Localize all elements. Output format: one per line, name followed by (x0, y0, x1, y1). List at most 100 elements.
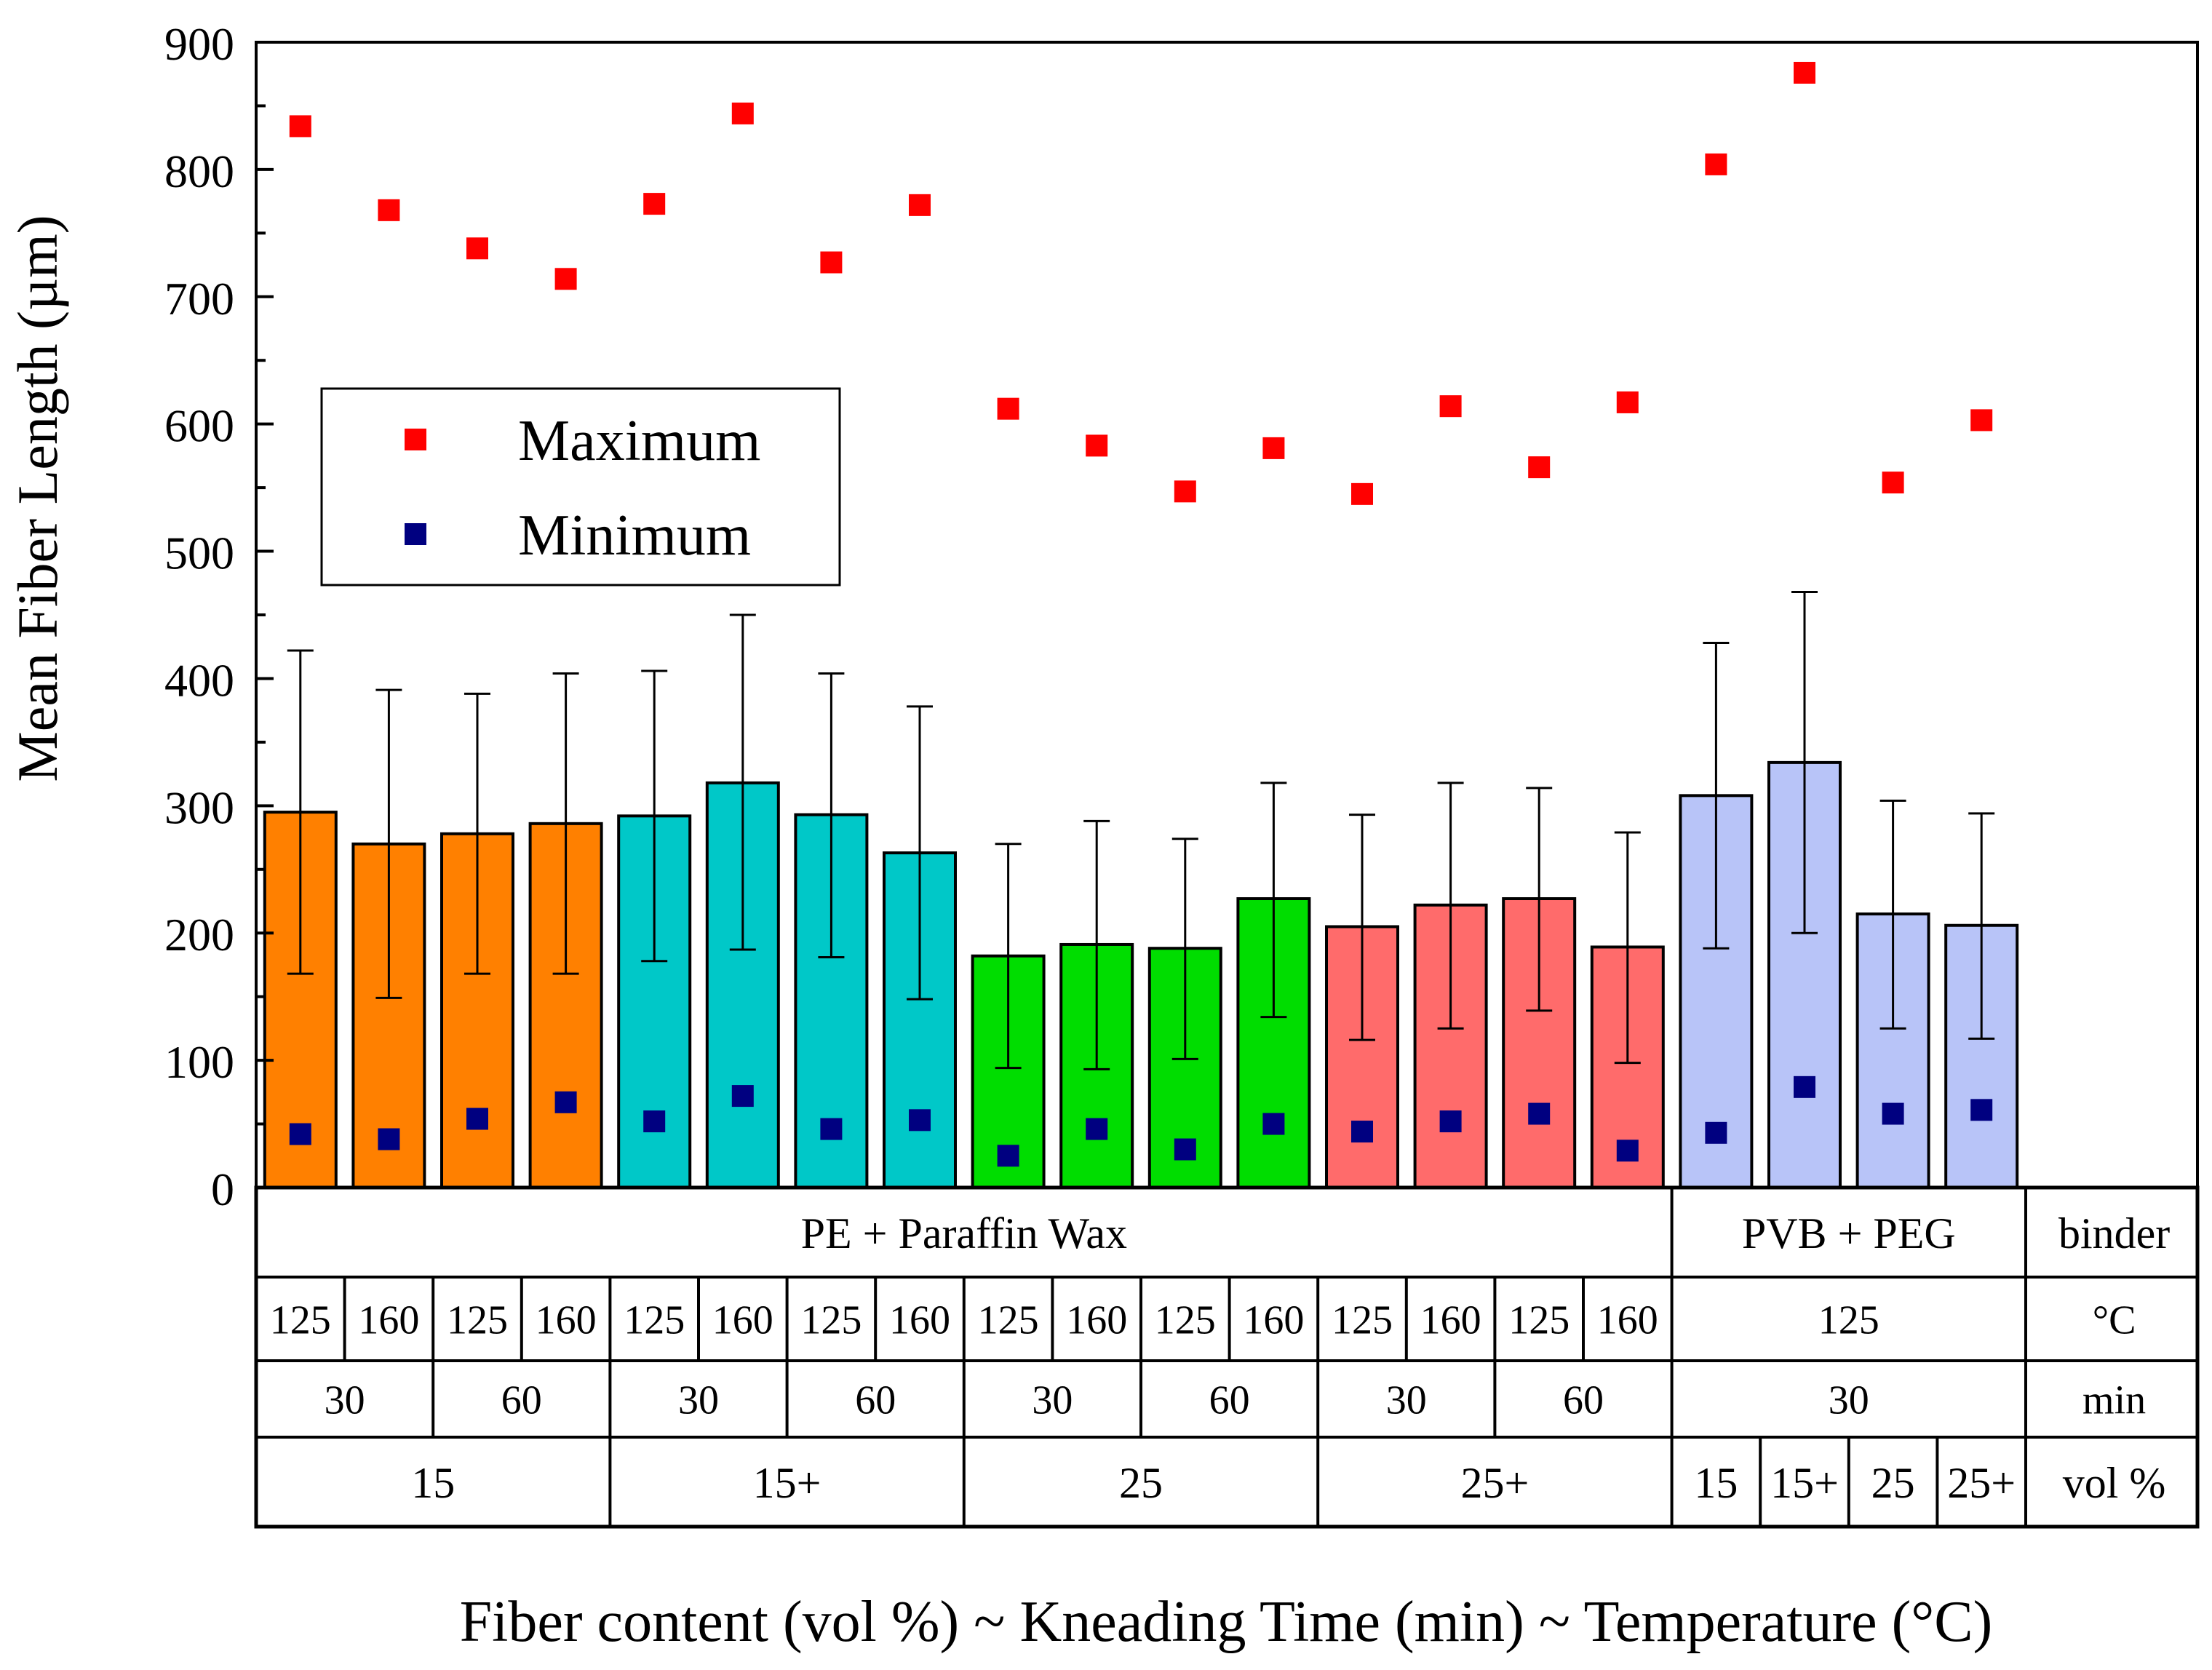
table-cell-binder: binder (2058, 1209, 2170, 1257)
table-cell-temperature: 160 (889, 1298, 950, 1343)
table-cell-temperature: 125 (1155, 1298, 1216, 1343)
table-cell-temperature: 125 (1332, 1298, 1393, 1343)
min-point-8 (909, 1109, 931, 1132)
table-cell-time: 30 (678, 1378, 719, 1423)
min-point-19 (1882, 1102, 1904, 1125)
table-cell-time: 60 (501, 1378, 542, 1423)
max-point-9 (997, 397, 1019, 420)
table-cell-temperature: 160 (1243, 1298, 1304, 1343)
y-tick-label: 200 (164, 909, 234, 961)
max-point-8 (909, 194, 931, 216)
y-axis-title: Mean Fiber Length (µm) (6, 215, 69, 782)
max-point-17 (1705, 153, 1727, 175)
max-point-7 (820, 251, 843, 274)
max-point-19 (1882, 472, 1904, 494)
max-point-20 (1970, 409, 1993, 432)
y-tick-label: 800 (164, 146, 234, 197)
y-tick-label: 600 (164, 400, 234, 452)
plot-area: 0 100 200 300 400 500 600 700 800 900 (164, 18, 2199, 1215)
table-cell-temperature: 160 (1420, 1298, 1481, 1343)
y-tick-label: 100 (164, 1036, 234, 1088)
table-cell-content: 25 (1871, 1459, 1915, 1507)
y-tick-label: 300 (164, 782, 234, 833)
table-cell-time: 60 (855, 1378, 896, 1423)
y-tick-label: 700 (164, 273, 234, 325)
table-cell-temperature: 125 (447, 1298, 508, 1343)
max-point-18 (1794, 61, 1815, 84)
max-point-16 (1616, 391, 1639, 413)
table-cell-temperature: 160 (1066, 1298, 1127, 1343)
y-tick-label: 500 (164, 528, 234, 579)
table-cell-time: min (2082, 1378, 2146, 1423)
table-cell-time: 60 (1563, 1378, 1604, 1423)
legend-box (320, 387, 841, 587)
min-point-11 (1174, 1138, 1196, 1161)
table-cell-content: 25+ (1460, 1459, 1529, 1507)
min-point-9 (997, 1145, 1019, 1167)
table-cell-temperature: 125 (1508, 1298, 1570, 1343)
y-tick-label: 900 (164, 18, 234, 70)
table-cell-temperature: 125 (800, 1298, 862, 1343)
table-cell-temperature: °C (2093, 1298, 2136, 1343)
legend: Maximum Minimum (320, 387, 841, 587)
table-cell-temperature: 125 (270, 1298, 331, 1343)
max-point-13 (1351, 482, 1373, 505)
max-point-11 (1174, 480, 1196, 503)
max-point-3 (466, 237, 488, 260)
table-cell-content: 15 (1694, 1459, 1738, 1507)
table-cell-temperature: 125 (978, 1298, 1039, 1343)
max-point-15 (1528, 456, 1551, 479)
max-point-2 (378, 199, 400, 221)
legend-label-2: Minimum (518, 504, 751, 568)
table-cell-binder: PE + Paraffin Wax (801, 1209, 1127, 1257)
max-point-14 (1439, 395, 1462, 418)
min-point-20 (1970, 1099, 1993, 1121)
table-cell-binder: PVB + PEG (1742, 1209, 1956, 1257)
table-cell-temperature: 160 (1597, 1298, 1658, 1343)
table-cell-content: vol % (2063, 1459, 2166, 1507)
table-cell-content: 25 (1119, 1459, 1163, 1507)
min-point-3 (466, 1108, 488, 1130)
min-point-10 (1086, 1118, 1108, 1140)
table-cell-time: 60 (1209, 1378, 1250, 1423)
max-point-10 (1086, 434, 1108, 457)
max-point-4 (554, 268, 577, 290)
y-tick-label: 400 (164, 654, 234, 706)
min-point-17 (1705, 1121, 1727, 1144)
min-point-14 (1439, 1110, 1462, 1133)
min-point-7 (820, 1118, 843, 1140)
max-point-12 (1262, 437, 1285, 459)
table-cell-time: 30 (325, 1378, 365, 1423)
table-cell-time: 30 (1032, 1378, 1073, 1423)
min-point-18 (1794, 1075, 1815, 1098)
table-cell-time: 30 (1829, 1378, 1869, 1423)
min-point-15 (1528, 1102, 1551, 1125)
table-cell-temperature: 160 (536, 1298, 597, 1343)
min-point-4 (554, 1091, 577, 1113)
max-point-6 (731, 102, 754, 124)
table-cell-time: 30 (1386, 1378, 1427, 1423)
min-point-13 (1351, 1121, 1373, 1143)
min-point-1 (289, 1123, 311, 1145)
min-point-6 (731, 1085, 754, 1108)
table-cell-content: 15+ (1770, 1459, 1839, 1507)
min-point-5 (643, 1110, 666, 1133)
table-cell-temperature: 160 (712, 1298, 773, 1343)
max-point-1 (289, 115, 311, 138)
x-axis-title: Fiber content (vol %) ~ Kneading Time (m… (460, 1590, 1993, 1654)
category-table: PE + Paraffin Wax PVB + PEG binder 125 160 12… (254, 1185, 2200, 1529)
y-tick-label: 0 (211, 1164, 234, 1215)
table-cell-content: 15+ (753, 1459, 821, 1507)
min-point-16 (1616, 1140, 1639, 1162)
table-border (254, 1185, 2200, 1529)
table-cell-temperature: 125 (1818, 1298, 1879, 1343)
legend-label-1: Maximum (518, 409, 760, 473)
legend-marker-2 (405, 523, 426, 545)
min-point-12 (1262, 1113, 1285, 1135)
table-cell-temperature: 125 (624, 1298, 685, 1343)
table-cell-content: 25+ (1947, 1459, 2016, 1507)
table-cell-content: 15 (411, 1459, 455, 1507)
table-cell-temperature: 160 (358, 1298, 419, 1343)
min-point-2 (378, 1128, 400, 1150)
